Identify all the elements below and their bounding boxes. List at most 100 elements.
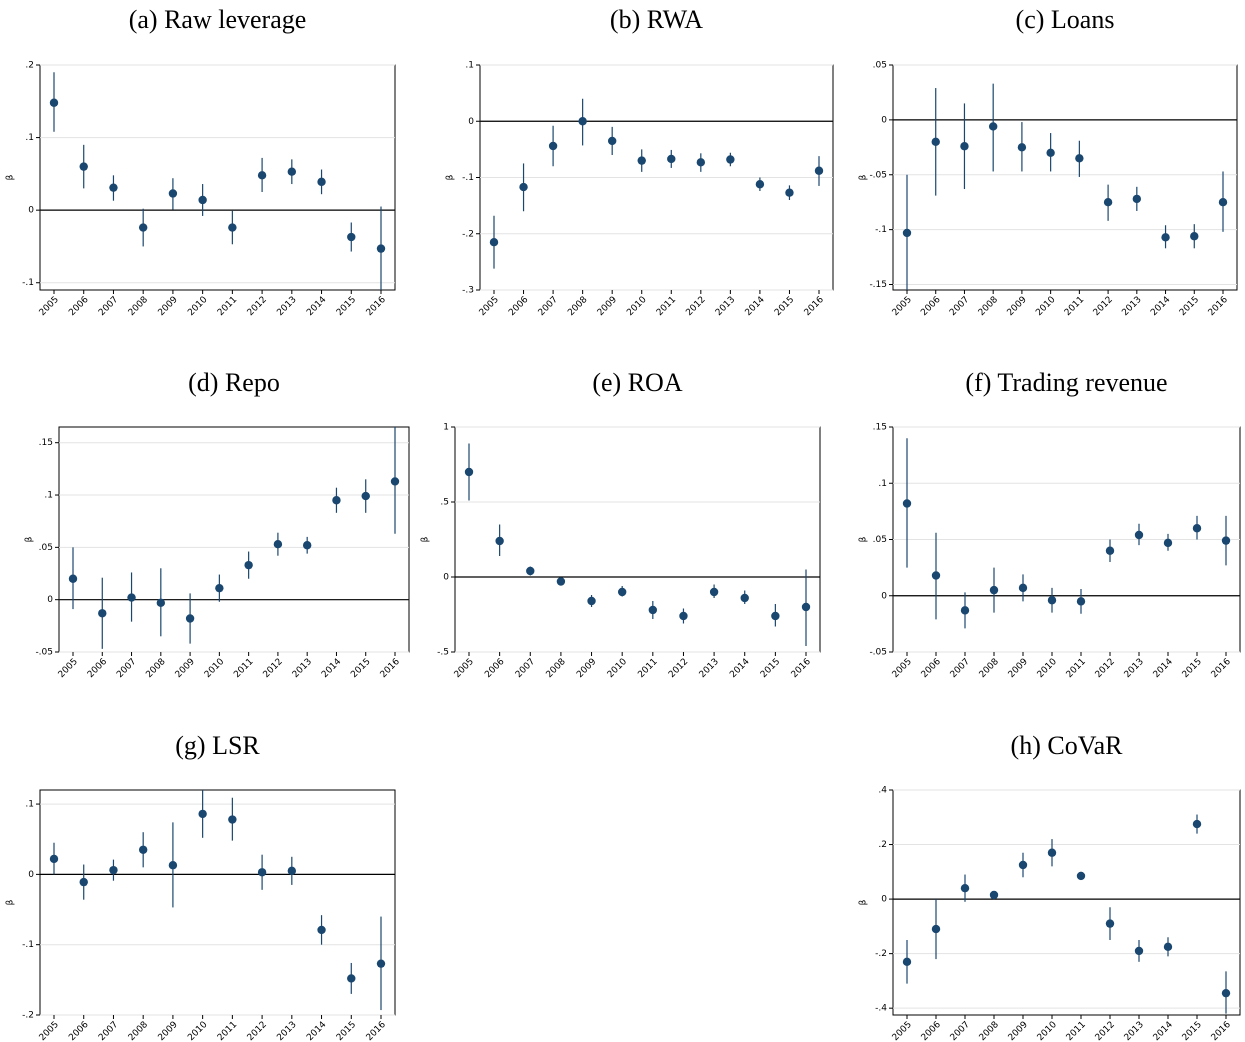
point xyxy=(168,861,178,870)
point xyxy=(1046,148,1055,158)
y-tick-label: 0 xyxy=(468,117,474,127)
x-tick-label: 2014 xyxy=(1149,295,1172,318)
y-tick-label: 0 xyxy=(881,591,887,601)
panel: (f) Trading revenue .15 .1 .05 0 -.05 2005 2006… xyxy=(859,368,1241,680)
x-tick-label: 2015 xyxy=(773,295,796,318)
y-axis-label: β xyxy=(25,536,35,542)
y-tick-label: .1 xyxy=(44,491,53,501)
x-tick-label: 2005 xyxy=(57,657,80,680)
panel: (e) ROA 1 .5 0 -.5 2005 2006 2007 2008 2009 2010 20… xyxy=(421,368,821,680)
point xyxy=(931,924,941,934)
panel-title: (a) Raw leverage xyxy=(129,5,307,34)
x-tick-label: 2006 xyxy=(920,1020,943,1042)
y-tick-label: .1 xyxy=(878,479,887,489)
point xyxy=(138,845,148,854)
y-tick-label: 1 xyxy=(443,423,449,433)
x-tick-label: 2008 xyxy=(566,295,589,318)
x-tick-label: 2012 xyxy=(667,657,690,680)
point xyxy=(127,593,136,602)
x-tick-label: 2012 xyxy=(1094,657,1117,680)
x-tick-label: 2015 xyxy=(1181,657,1204,680)
x-tick-label: 2007 xyxy=(949,657,972,680)
x-tick-label: 2015 xyxy=(335,1020,358,1042)
x-tick-label: 2007 xyxy=(97,1020,120,1042)
x-tick-label: 2016 xyxy=(365,295,388,318)
y-axis-label: β xyxy=(6,174,16,180)
point xyxy=(317,925,326,935)
point xyxy=(464,467,474,477)
x-tick-label: 2016 xyxy=(803,295,826,318)
x-tick-label: 2005 xyxy=(453,657,476,680)
point xyxy=(814,166,824,175)
plot-frame xyxy=(39,64,396,291)
x-tick-label: 2012 xyxy=(262,657,285,680)
x-tick-label: 2015 xyxy=(335,295,358,318)
point xyxy=(1192,524,1202,533)
y-tick-label: .1 xyxy=(25,800,34,810)
x-tick-label: 2011 xyxy=(1065,657,1088,680)
point xyxy=(376,244,386,253)
x-tick-label: 2005 xyxy=(38,295,61,318)
x-tick-label: 2013 xyxy=(275,1020,298,1042)
x-tick-label: 2012 xyxy=(246,1020,269,1042)
x-tick-label: 2016 xyxy=(1210,657,1233,680)
panel: (b) RWA .1 0 -.1 -.2 -.3 2005 2006 2007 2008 2009 2… xyxy=(446,5,834,318)
point xyxy=(489,237,499,247)
point xyxy=(347,232,356,242)
y-tick-label: .5 xyxy=(440,498,449,508)
panel-title: (h) CoVaR xyxy=(1011,731,1124,760)
point xyxy=(1221,536,1231,545)
x-tick-label: 2005 xyxy=(891,1020,914,1042)
plot-frame xyxy=(892,789,1241,1016)
y-tick-label: -.1 xyxy=(22,940,34,950)
panel-title: (d) Repo xyxy=(188,368,280,397)
point xyxy=(1047,596,1057,605)
point xyxy=(902,499,912,508)
y-tick-label: 0 xyxy=(28,870,34,880)
x-tick-label: 2016 xyxy=(379,657,402,680)
point xyxy=(138,223,148,232)
point xyxy=(587,596,596,606)
point xyxy=(109,865,118,875)
y-tick-label: -.05 xyxy=(35,648,53,658)
x-tick-label: 2006 xyxy=(67,1020,90,1042)
panel-title: (f) Trading revenue xyxy=(965,368,1167,397)
point xyxy=(1163,538,1173,548)
panel: (a) Raw leverage .2 .1 0 -.1 2005 2006 2007 2008… xyxy=(6,5,396,318)
point xyxy=(556,577,566,586)
point xyxy=(1105,919,1115,928)
x-tick-label: 2010 xyxy=(186,1020,209,1042)
point xyxy=(578,117,587,126)
point xyxy=(931,137,940,147)
point xyxy=(287,167,297,176)
x-tick-label: 2015 xyxy=(349,657,372,680)
point xyxy=(648,605,658,615)
y-axis-label: β xyxy=(446,174,456,180)
point xyxy=(1076,597,1086,606)
x-tick-label: 2010 xyxy=(625,295,648,318)
point xyxy=(1190,232,1199,241)
x-tick-label: 2007 xyxy=(97,295,120,318)
point xyxy=(696,158,706,167)
x-tick-label: 2010 xyxy=(186,295,209,318)
point xyxy=(347,974,356,983)
point xyxy=(317,177,326,187)
x-tick-label: 2007 xyxy=(537,295,560,318)
point xyxy=(228,815,237,824)
x-tick-label: 2008 xyxy=(144,657,167,680)
y-tick-label: .05 xyxy=(873,535,887,545)
y-tick-label: .4 xyxy=(878,786,887,796)
y-tick-label: 0 xyxy=(47,595,53,605)
point xyxy=(287,866,297,876)
x-tick-label: 2011 xyxy=(636,657,659,680)
y-tick-label: 0 xyxy=(443,573,449,583)
point xyxy=(709,587,719,597)
x-tick-label: 2008 xyxy=(978,1020,1001,1042)
x-tick-label: 2009 xyxy=(1007,657,1030,680)
x-tick-label: 2015 xyxy=(1181,1020,1204,1042)
x-tick-label: 2009 xyxy=(1006,295,1029,318)
point xyxy=(785,188,794,197)
x-tick-label: 2008 xyxy=(127,295,150,318)
point xyxy=(198,809,207,819)
point xyxy=(1221,988,1231,998)
